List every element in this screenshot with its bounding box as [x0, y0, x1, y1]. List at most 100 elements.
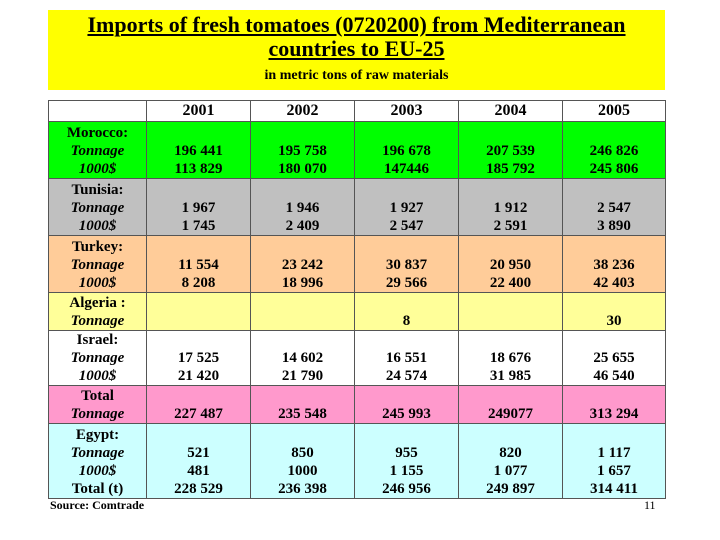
value-cell: 196 441 113 829 [146, 121, 251, 179]
row-title: Israel: [76, 332, 119, 348]
cell-value: 245 806 [589, 161, 639, 177]
cell-value: 1 946 [285, 200, 320, 216]
row-label-morocco: Morocco: Tonnage 1000$ [48, 121, 147, 179]
row-measure-label: Tonnage [70, 200, 125, 216]
cell-value: 1 117 [597, 445, 631, 461]
cell-value: 3 890 [597, 218, 631, 234]
row-title: Egypt: [75, 427, 120, 443]
cell-value: 24 574 [385, 368, 428, 384]
value-cell: 8 [354, 292, 459, 331]
cell-value: 1 967 [181, 200, 216, 216]
value-cell: 23 242 18 996 [250, 235, 355, 293]
cell-value: 30 837 [385, 257, 428, 273]
cell-value: 850 [291, 445, 314, 461]
value-cell: 16 551 24 574 [354, 330, 459, 386]
cell-value: 249077 [488, 406, 533, 422]
year-header: 2005 [562, 100, 666, 122]
value-cell: 11 554 8 208 [146, 235, 251, 293]
year-header: 2001 [146, 100, 251, 122]
cell-value: 196 678 [382, 143, 431, 159]
row-measure-label: 1000$ [78, 275, 117, 291]
value-cell: 30 [562, 292, 666, 331]
year-header: 2004 [458, 100, 563, 122]
row-label-algeria: Algeria : Tonnage [48, 292, 147, 331]
row-label-egypt: Egypt: Tonnage 1000$ Total (t) [48, 423, 147, 499]
value-cell: 14 602 21 790 [250, 330, 355, 386]
table-row-tunisia: Tunisia: Tonnage 1000$ 1 967 1 745 1 946 2 409… [48, 178, 666, 236]
value-cell [250, 292, 355, 331]
value-cell: 1 927 2 547 [354, 178, 459, 236]
row-title: Morocco: [66, 125, 129, 141]
cell-value: 245 993 [382, 406, 431, 422]
value-cell: 521 481 228 529 [146, 423, 251, 499]
cell-value: 1 745 [181, 218, 216, 234]
row-title: Tunisia: [71, 182, 124, 198]
row-measure-label: Tonnage [70, 257, 125, 273]
table-row-egypt: Egypt: Tonnage 1000$ Total (t) 521 481 228 529… [48, 423, 666, 499]
cell-value: 955 [395, 445, 418, 461]
value-cell: 313 294 [562, 385, 666, 424]
cell-value: 16 551 [385, 350, 428, 366]
cell-value: 1 927 [389, 200, 424, 216]
source-note: Source: Comtrade [50, 498, 145, 512]
row-measure-label: Tonnage [70, 350, 125, 366]
value-cell: 227 487 [146, 385, 251, 424]
value-cell: 245 993 [354, 385, 459, 424]
cell-value: 31 985 [489, 368, 532, 384]
row-label-turkey: Turkey: Tonnage 1000$ [48, 235, 147, 293]
cell-value: 185 792 [486, 161, 535, 177]
cell-value: 1 657 [597, 463, 631, 479]
cell-value: 29 566 [385, 275, 428, 291]
cell-value: 18 996 [281, 275, 324, 291]
cell-value: 196 441 [174, 143, 223, 159]
row-title: Total [81, 388, 114, 404]
row-measure-label: Tonnage [70, 406, 125, 422]
table-row-morocco: Morocco: Tonnage 1000$ 196 441 113 829 195 75… [48, 121, 666, 179]
cell-value: 236 398 [278, 481, 327, 497]
row-label-tunisia: Tunisia: Tonnage 1000$ [48, 178, 147, 236]
cell-value: 2 409 [285, 218, 320, 234]
cell-value: 228 529 [174, 481, 223, 497]
row-title: Turkey: [71, 239, 124, 255]
cell-value: 521 [187, 445, 210, 461]
value-cell: 820 1 077 249 897 [458, 423, 563, 499]
row-measure-label: 1000$ [78, 161, 117, 177]
value-cell: 246 826 245 806 [562, 121, 666, 179]
year-header: 2003 [354, 100, 459, 122]
cell-value: 8 208 [181, 275, 216, 291]
cell-value: 2 591 [493, 218, 528, 234]
cell-value: 2 547 [597, 200, 631, 216]
subtitle: in metric tons of raw materials [264, 68, 449, 83]
cell-value: 227 487 [174, 406, 223, 422]
imports-table: 2001 2002 2003 2004 2005 Morocco: Tonnage… [48, 100, 666, 499]
value-cell [146, 292, 251, 331]
cell-value: 21 790 [281, 368, 324, 384]
header-row: 2001 2002 2003 2004 2005 [48, 100, 666, 122]
title-box: Imports of fresh tomatoes (0720200) from… [48, 10, 665, 90]
cell-value: 21 420 [177, 368, 220, 384]
cell-value: 313 294 [589, 406, 639, 422]
value-cell: 30 837 29 566 [354, 235, 459, 293]
cell-value: 235 548 [278, 406, 327, 422]
cell-value: 25 655 [593, 350, 635, 366]
value-cell: 955 1 155 246 956 [354, 423, 459, 499]
value-cell: 850 1000 236 398 [250, 423, 355, 499]
cell-value: 22 400 [489, 275, 532, 291]
cell-value: 246 956 [382, 481, 431, 497]
row-measure-label: 1000$ [78, 368, 117, 384]
table-row-total: Total Tonnage 227 487 235 548 245 993 249077 3… [48, 385, 666, 424]
value-cell: 38 236 42 403 [562, 235, 666, 293]
cell-value: 195 758 [278, 143, 327, 159]
row-label-total: Total Tonnage [48, 385, 147, 424]
row-measure-label: Total (t) [71, 481, 124, 497]
cell-value: 1 155 [389, 463, 424, 479]
value-cell: 195 758 180 070 [250, 121, 355, 179]
cell-value: 23 242 [281, 257, 324, 273]
cell-value: 820 [499, 445, 522, 461]
value-cell: 1 946 2 409 [250, 178, 355, 236]
cell-value: 113 829 [174, 161, 223, 177]
cell-value: 1 077 [493, 463, 528, 479]
value-cell: 207 539 185 792 [458, 121, 563, 179]
cell-value: 2 547 [389, 218, 424, 234]
cell-value: 38 236 [593, 257, 635, 273]
